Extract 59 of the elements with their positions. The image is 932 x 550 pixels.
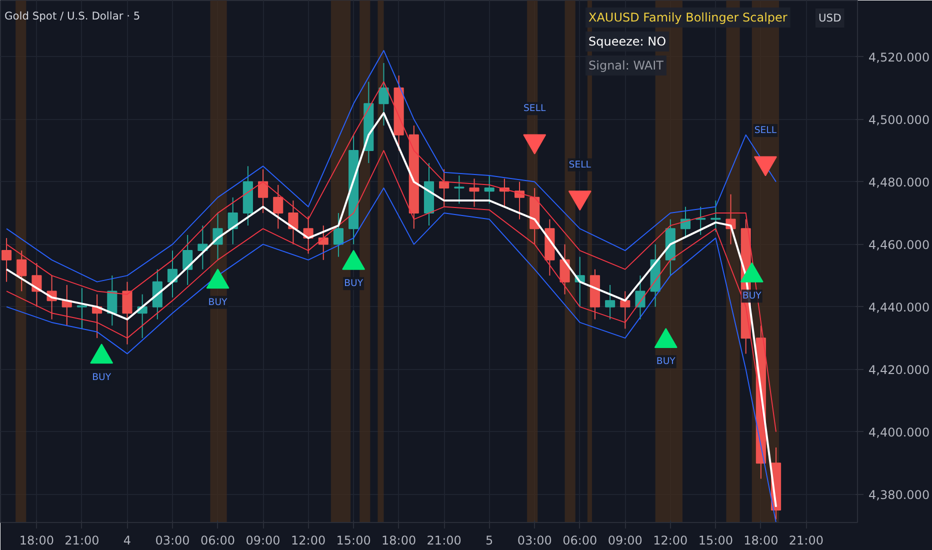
x-tick-label: 18:00 [382,534,416,548]
y-tick-label: 4,380.000 [868,488,930,502]
x-tick-label: 06:00 [562,534,598,548]
y-tick-label: 4,480.000 [868,175,930,190]
x-tick-label: 5 [486,534,494,548]
x-tick-label: 06:00 [200,534,236,548]
annotation: USD [818,12,842,24]
x-tick-label: 15:00 [336,534,371,548]
x-tick-label: 03:00 [517,534,552,548]
x-tick-label: 09:00 [608,534,642,548]
annotation: BUY [92,372,112,383]
candlestick [122,281,132,345]
annotation: SELL [524,103,547,114]
candlestick [469,178,480,208]
candlestick [484,175,494,204]
x-tick-label: 03:00 [155,534,190,548]
x-tick-label: 18:00 [744,534,778,548]
candlestick [710,200,721,232]
candlestick [107,275,118,326]
candlestick [333,212,344,258]
annotation: BUY [656,356,676,368]
annotation: SELL [568,159,592,170]
annotation: XAUUSD Family Bollinger Scalper [588,10,788,24]
candlestick [635,275,646,320]
text: Gold Spot / U.S. Dollar · 5 [4,10,140,22]
candlestick [620,290,630,330]
x-tick-label: 15:00 [698,534,733,548]
annotation: BUY [742,290,762,302]
y-tick-label: 4,440.000 [868,300,930,314]
x-tick-label: 4 [123,534,132,548]
annotation: Signal: WAIT [588,58,664,72]
candlestick [2,238,12,282]
x-tick-label: 09:00 [246,534,280,548]
candlestick [76,288,87,330]
annotation: BUY [208,296,228,308]
candlestick [273,184,284,230]
y-tick-label: 4,420.000 [868,362,930,377]
candlestick [16,250,27,292]
candlestick [439,168,450,208]
candlestick [182,234,193,286]
y-tick-label: 4,520.000 [868,50,930,64]
x-tick-label: 12:00 [653,534,688,548]
candlestick [378,62,389,126]
x-tick-label: 12:00 [291,534,326,548]
candlestick [318,225,328,260]
x-tick-label: 18:00 [19,534,54,548]
candlestick [454,175,464,204]
candlestick [696,206,706,236]
annotation: SELL [754,125,778,136]
annotation: BUY [344,278,364,290]
y-tick-label: 4,500.000 [868,112,930,127]
x-tick-label: 21:00 [64,534,100,548]
y-tick-label: 4,460.000 [868,238,930,252]
y-tick-label: 4,400.000 [868,425,930,440]
annotation: Squeeze: NO [588,34,666,48]
x-tick-label: 21:00 [788,534,824,548]
candlestick [258,168,268,214]
x-tick-label: 21:00 [426,534,462,548]
candlestick [605,284,616,320]
